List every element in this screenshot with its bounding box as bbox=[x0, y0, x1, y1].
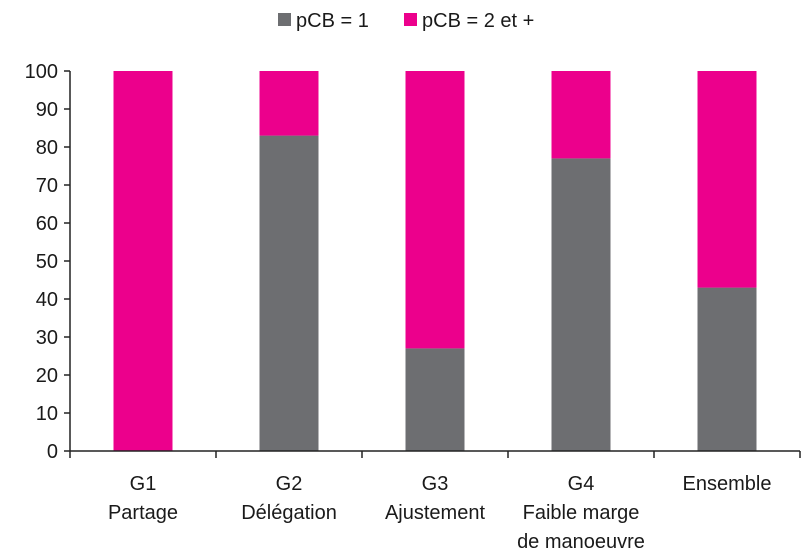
bar-pcb1-3 bbox=[551, 158, 611, 451]
bar-pcb1-2 bbox=[405, 348, 465, 451]
x-category-label: Délégation bbox=[241, 502, 337, 524]
bars bbox=[113, 71, 757, 451]
legend-label: pCB = 1 bbox=[296, 10, 369, 32]
x-category-label: G3 bbox=[422, 473, 449, 495]
y-tick-label: 50 bbox=[36, 251, 58, 273]
axis-labels: 0 10 20 30 40 50 60 70 80 90 100 G1 Partage G2 Délégat… bbox=[25, 61, 772, 549]
bar-pcb2plus-2 bbox=[405, 71, 465, 349]
legend-swatch-pcb1 bbox=[278, 13, 291, 26]
y-tick-label: 80 bbox=[36, 137, 58, 159]
y-tick-label: 0 bbox=[47, 441, 58, 463]
x-category-label: Ensemble bbox=[683, 473, 772, 495]
x-category-label: G2 bbox=[276, 473, 303, 495]
y-tick-label: 90 bbox=[36, 99, 58, 121]
x-category-label: Partage bbox=[108, 502, 178, 524]
y-tick-label: 60 bbox=[36, 213, 58, 235]
y-tick-label: 100 bbox=[25, 61, 58, 83]
axes bbox=[64, 70, 801, 458]
x-category-label: Ajustement bbox=[385, 502, 485, 524]
bar-pcb2plus-4 bbox=[697, 71, 757, 288]
bar-pcb2plus-1 bbox=[259, 71, 319, 136]
y-tick-label: 40 bbox=[36, 289, 58, 311]
y-tick-label: 70 bbox=[36, 175, 58, 197]
legend-label: pCB = 2 et + bbox=[422, 10, 534, 32]
bar-pcb1-4 bbox=[697, 287, 757, 451]
x-category-label: G1 bbox=[130, 473, 157, 495]
y-tick-label: 30 bbox=[36, 327, 58, 349]
x-category-label: G4 bbox=[568, 473, 595, 495]
legend: pCB = 1 pCB = 2 et + bbox=[278, 10, 534, 32]
y-tick-label: 20 bbox=[36, 365, 58, 387]
y-tick-label: 10 bbox=[36, 403, 58, 425]
x-category-label: Faible marge bbox=[523, 502, 640, 524]
legend-swatch-pcb2plus bbox=[404, 13, 417, 26]
x-category-label: de manoeuvre bbox=[517, 531, 645, 549]
bar-pcb1-1 bbox=[259, 135, 319, 451]
bar-pcb2plus-3 bbox=[551, 71, 611, 159]
bar-pcb2plus-0 bbox=[113, 71, 173, 451]
